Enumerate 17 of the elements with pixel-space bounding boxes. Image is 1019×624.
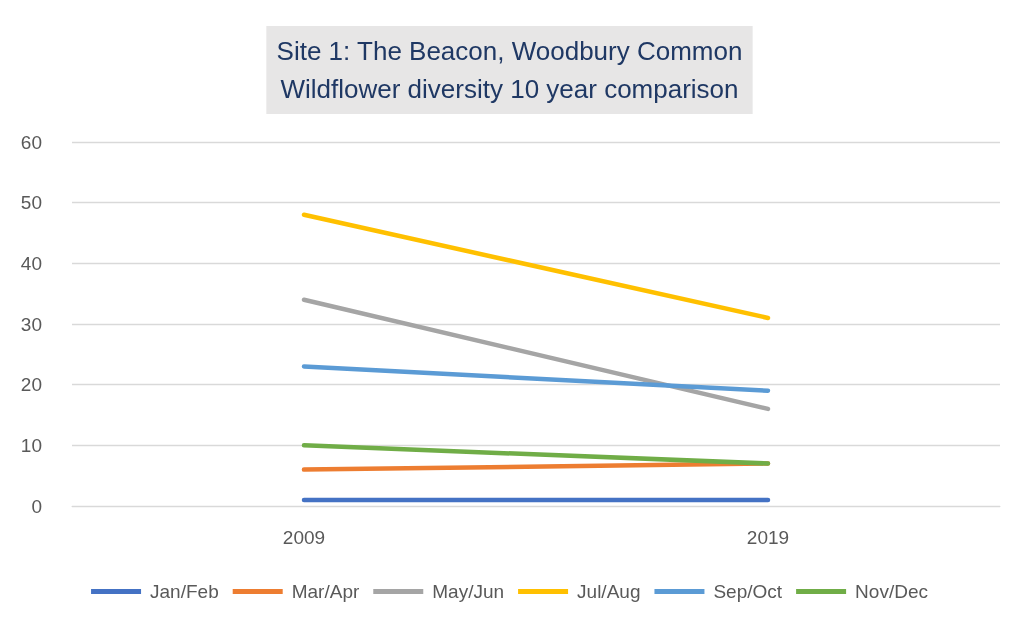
chart-title: Site 1: The Beacon, Woodbury Common (276, 36, 743, 66)
x-tick-label: 2019 (746, 527, 790, 548)
y-tick-label: 0 (31, 495, 42, 517)
y-tick-label: 30 (20, 313, 42, 335)
legend-label: Jul/Aug (577, 581, 641, 602)
legend-label: May/Jun (432, 581, 505, 602)
y-tick-label: 60 (20, 131, 42, 153)
y-tick-label: 20 (20, 374, 42, 396)
legend-label: Sep/Oct (713, 581, 783, 602)
legend-label: Mar/Apr (291, 581, 360, 602)
legend-label: Nov/Dec (855, 581, 928, 602)
y-tick-label: 50 (20, 192, 42, 214)
y-tick-label: 40 (20, 252, 42, 274)
chart-subtitle: Wildflower diversity 10 year comparison (280, 74, 739, 104)
legend-label: Jan/Feb (150, 581, 219, 602)
x-tick-label: 2009 (282, 527, 326, 548)
y-tick-label: 10 (20, 434, 42, 456)
